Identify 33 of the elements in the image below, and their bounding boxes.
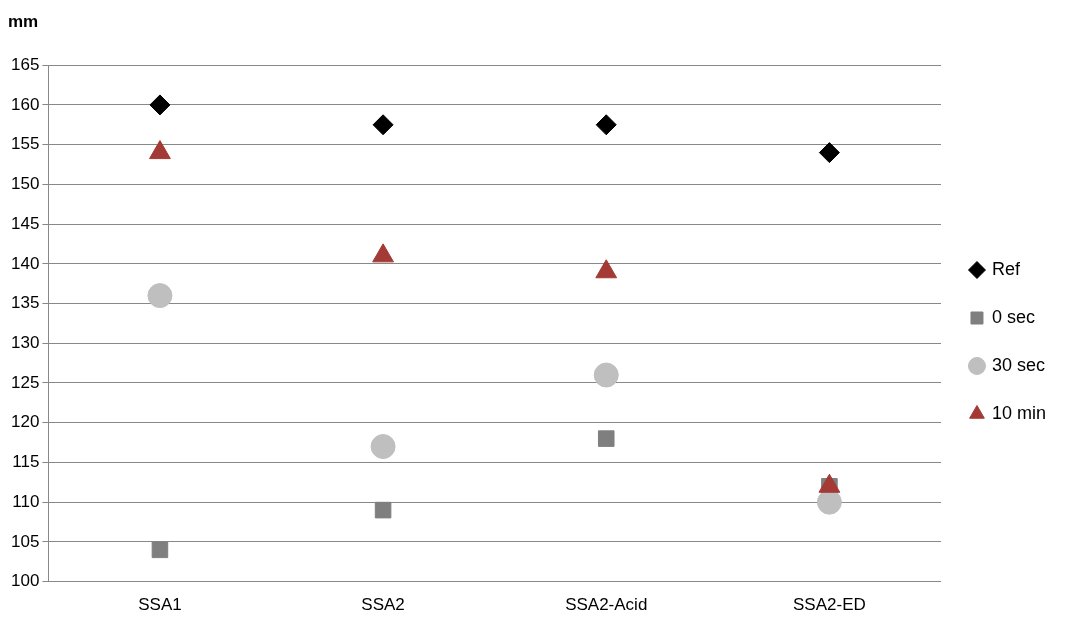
y-tick-label: 160 xyxy=(10,94,40,114)
x-tick-label: SSA2 xyxy=(361,595,405,615)
point xyxy=(595,114,617,136)
point xyxy=(818,142,840,164)
y-axis-title: mm xyxy=(8,11,40,33)
y-tick-label: 130 xyxy=(10,332,40,352)
x-tick-label: SSA2-Acid xyxy=(565,595,648,615)
legend-label: 30 sec xyxy=(991,354,1046,375)
y-tick-label: 115 xyxy=(12,452,40,472)
y-tick-label: 135 xyxy=(10,293,40,313)
y-tick-label: 120 xyxy=(10,412,40,432)
point xyxy=(147,283,173,309)
point xyxy=(372,114,394,136)
y-tick-label: 155 xyxy=(10,134,40,154)
y-tick-label: 110 xyxy=(12,491,40,511)
y-tick-label: 105 xyxy=(10,531,40,551)
point xyxy=(593,362,619,388)
point xyxy=(597,430,615,447)
point xyxy=(374,501,392,519)
y-tick-label: 145 xyxy=(10,213,40,233)
point xyxy=(149,94,171,116)
legend-label: Ref xyxy=(991,258,1021,279)
y-tick-label: 165 xyxy=(10,54,40,74)
point xyxy=(370,434,396,460)
x-tick-label: SSA1 xyxy=(138,595,182,615)
y-tick-label: 125 xyxy=(10,372,40,392)
y-tick-label: 140 xyxy=(10,253,40,273)
x-tick-label: SSA2-ED xyxy=(793,595,866,615)
legend-label: 10 min xyxy=(991,402,1046,423)
y-tick-label: 100 xyxy=(10,571,40,591)
y-tick-label: 150 xyxy=(10,174,40,194)
point xyxy=(151,541,169,559)
legend-label: 0 sec xyxy=(991,306,1035,327)
